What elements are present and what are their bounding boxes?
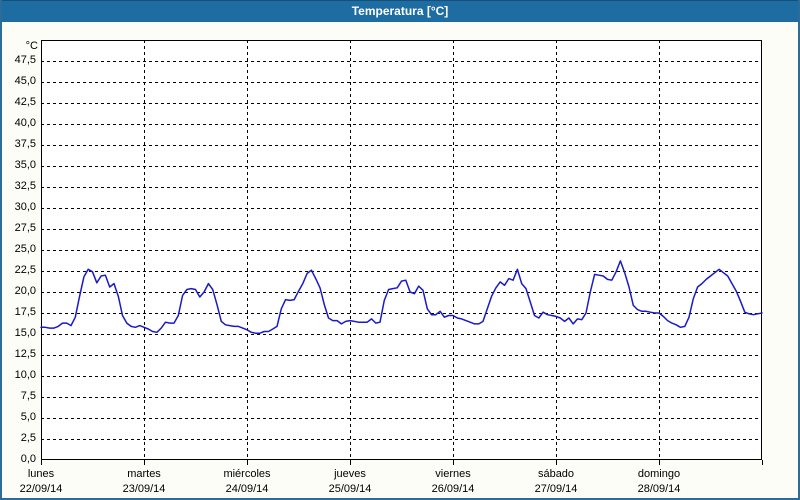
y-tick-label: 37,5 [14, 138, 36, 150]
x-day-name: miércoles [223, 468, 271, 480]
x-axis-ticks [41, 460, 763, 465]
x-day-name: martes [127, 468, 161, 480]
y-tick-label: 22,5 [14, 264, 36, 276]
plot-border [41, 40, 762, 460]
window-titlebar: Temperatura [°C] [2, 0, 798, 22]
x-day-date: 22/09/14 [19, 483, 63, 495]
x-day-date: 24/09/14 [225, 483, 269, 495]
y-tick-label: 40,0 [14, 117, 36, 129]
x-day-date: 27/09/14 [534, 483, 578, 495]
x-day-name: sábado [537, 468, 575, 480]
y-axis-unit-label: °C [25, 40, 38, 52]
x-day-date: 26/09/14 [431, 483, 475, 495]
y-tick-label: 17,5 [14, 306, 36, 318]
gridlines [41, 40, 762, 460]
window-title: Temperatura [°C] [351, 4, 449, 18]
x-day-name: lunes [27, 468, 55, 480]
x-day-name: viernes [435, 468, 471, 480]
y-tick-label: 45,0 [14, 75, 36, 87]
y-tick-label: 27,5 [14, 222, 36, 234]
y-tick-label: 32,5 [14, 180, 36, 192]
x-day-name: jueves [334, 468, 366, 480]
y-tick-label: 5,0 [20, 411, 36, 423]
x-day-date: 28/09/14 [637, 483, 681, 495]
x-day-date: 23/09/14 [122, 483, 166, 495]
y-tick-label: 15,0 [14, 327, 36, 339]
y-tick-label: 7,5 [20, 390, 36, 402]
y-tick-label: 20,0 [14, 285, 36, 297]
temperature-line [40, 260, 763, 334]
y-tick-label: 47,5 [14, 54, 36, 66]
x-day-date: 25/09/14 [328, 483, 372, 495]
y-tick-label: 12,5 [14, 348, 36, 360]
y-tick-label: 42,5 [14, 96, 36, 108]
y-tick-label: 10,0 [14, 369, 36, 381]
y-tick-label: 0,0 [20, 453, 36, 465]
y-tick-label: 2,5 [20, 432, 36, 444]
y-tick-label: 25,0 [14, 243, 36, 255]
y-tick-label: 30,0 [14, 201, 36, 213]
temperature-chart [40, 40, 763, 465]
x-day-name: domingo [637, 468, 681, 480]
y-tick-label: 35,0 [14, 159, 36, 171]
